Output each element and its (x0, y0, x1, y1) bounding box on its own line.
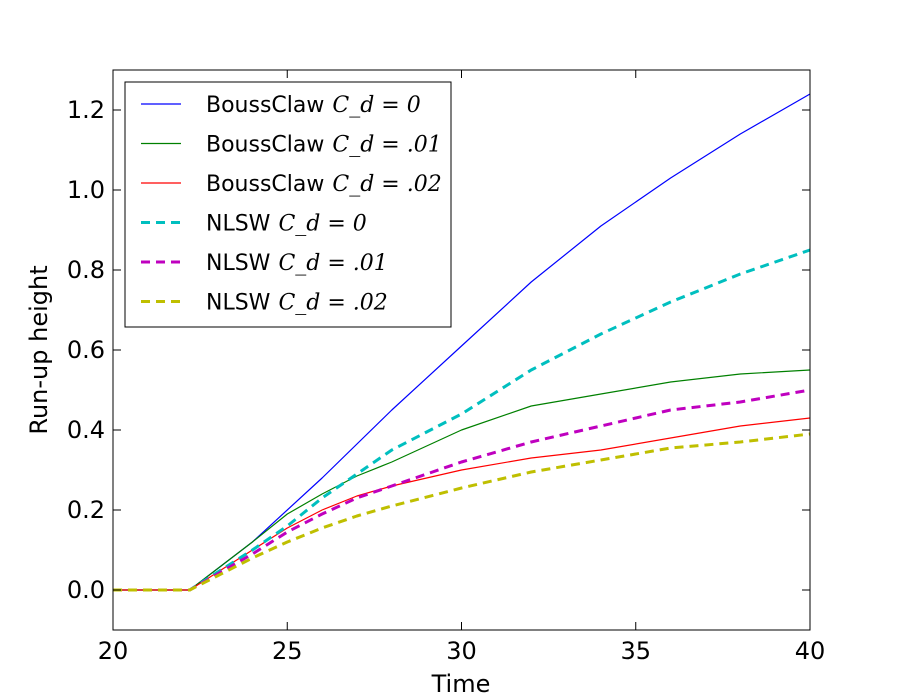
legend-label: BoussClaw C_d = .02 (206, 172, 442, 197)
legend-box (124, 81, 452, 328)
x-tick-label: 35 (620, 637, 651, 665)
y-tick-label: 1.0 (67, 176, 105, 204)
legend-label: NLSW C_d = .01 (206, 251, 388, 276)
x-tick-label: 30 (446, 637, 477, 665)
series-line-6 (113, 432, 811, 592)
y-axis-label: Run-up height (25, 265, 53, 434)
series-line-2 (113, 369, 811, 591)
legend-label: NLSW C_d = .02 (206, 291, 388, 316)
x-tick-label: 40 (795, 637, 826, 665)
legend-label: NLSW C_d = 0 (206, 212, 367, 237)
legend-label: BoussClaw C_d = .01 (206, 133, 442, 158)
y-tick-label: 0.8 (67, 256, 105, 284)
series-line-5 (113, 388, 811, 592)
y-tick-label: 0.0 (67, 576, 105, 604)
plot-lines (113, 93, 811, 592)
y-tick-label: 1.2 (67, 96, 105, 124)
x-tick-label: 25 (272, 637, 303, 665)
y-tick-label: 0.2 (67, 496, 105, 524)
y-tick-label: 0.4 (67, 416, 105, 444)
legend-label: BoussClaw C_d = 0 (206, 93, 421, 118)
legend: BoussClaw C_d = 0 BoussClaw C_d = .01 BoussC… (124, 81, 452, 328)
x-axis-label: Time (431, 670, 491, 698)
axis-ticks: 20 25 30 35 40 0.0 0.2 0.4 0.6 0.8 1.0 1.2 (67, 70, 825, 665)
series-line-4 (113, 248, 811, 592)
y-tick-label: 0.6 (67, 336, 105, 364)
x-tick-label: 20 (98, 637, 129, 665)
